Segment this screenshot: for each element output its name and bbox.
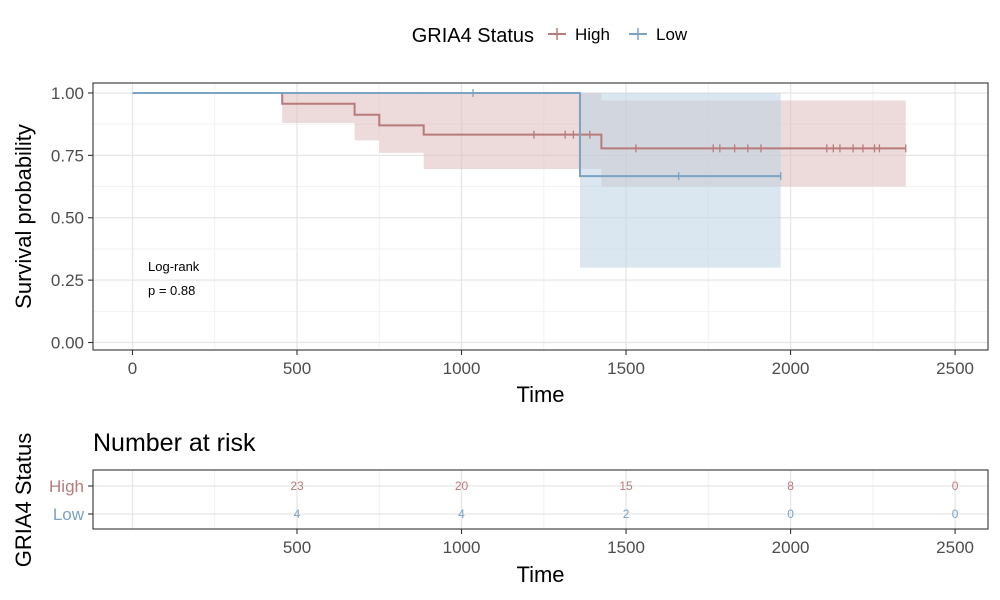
risk-count-low: 0: [787, 507, 794, 521]
risk-x-axis-title: Time: [516, 562, 564, 587]
risk-x-tick-label: 1500: [607, 538, 645, 557]
x-tick-label: 500: [283, 359, 311, 378]
legend-label-low: Low: [656, 25, 688, 44]
risk-count-high: 20: [455, 479, 469, 493]
km-panel-border: [92, 82, 989, 351]
risk-row-label-low: Low: [53, 505, 85, 524]
x-tick-label: 1500: [607, 359, 645, 378]
risk-table-title: Number at risk: [93, 429, 256, 457]
km-panel: 0 500 1000 1500 2000 2500 0.00 0.25 0.50 0.75 1.00…: [11, 82, 989, 407]
ci-band-high: [282, 92, 355, 123]
y-tick-label: 1.00: [51, 84, 84, 103]
x-tick-label: 2500: [936, 359, 974, 378]
risk-count-low: 4: [458, 507, 465, 521]
x-tick-label: 0: [128, 359, 137, 378]
risk-x-tick-label: 2500: [936, 538, 974, 557]
logrank-pvalue: p = 0.88: [148, 283, 195, 298]
risk-y-axis-title: GRIA4 Status: [11, 433, 36, 568]
risk-panel-border: [92, 469, 989, 530]
legend-title: GRIA4 Status: [412, 25, 534, 47]
risk-count-high: 23: [290, 479, 304, 493]
risk-count-high: 8: [787, 479, 794, 493]
risk-x-tick-label: 2000: [772, 538, 810, 557]
logrank-label: Log-rank: [148, 259, 200, 274]
risk-x-tick-label: 500: [283, 538, 311, 557]
risk-count-high: 0: [952, 479, 959, 493]
risk-row-label-high: High: [49, 477, 84, 496]
risk-count-high: 15: [619, 479, 633, 493]
ci-band-high: [423, 92, 602, 170]
ci-band-low: [579, 92, 781, 268]
y-tick-label: 0.75: [51, 146, 84, 165]
ci-band-high: [354, 92, 380, 141]
x-tick-label: 2000: [772, 359, 810, 378]
x-tick-label: 1000: [443, 359, 481, 378]
legend-item-high: High: [548, 25, 610, 44]
risk-x-tick-label: 1000: [443, 538, 481, 557]
survival-curve-low: [132, 91, 781, 178]
risk-count-low: 0: [952, 507, 959, 521]
legend: GRIA4 Status High Low: [412, 25, 688, 47]
survival-curve-high: [132, 91, 906, 150]
y-axis-title: Survival probability: [11, 124, 36, 309]
risk-count-low: 4: [294, 507, 301, 521]
risk-count-low: 2: [623, 507, 630, 521]
legend-item-low: Low: [629, 25, 688, 44]
legend-label-high: High: [575, 25, 610, 44]
ci-band-high: [379, 92, 424, 153]
y-tick-label: 0.50: [51, 209, 84, 228]
y-tick-label: 0.00: [51, 334, 84, 353]
y-tick-label: 0.25: [51, 271, 84, 290]
logrank-annotation: Log-rank p = 0.88: [148, 259, 200, 298]
x-axis-title: Time: [516, 382, 564, 407]
